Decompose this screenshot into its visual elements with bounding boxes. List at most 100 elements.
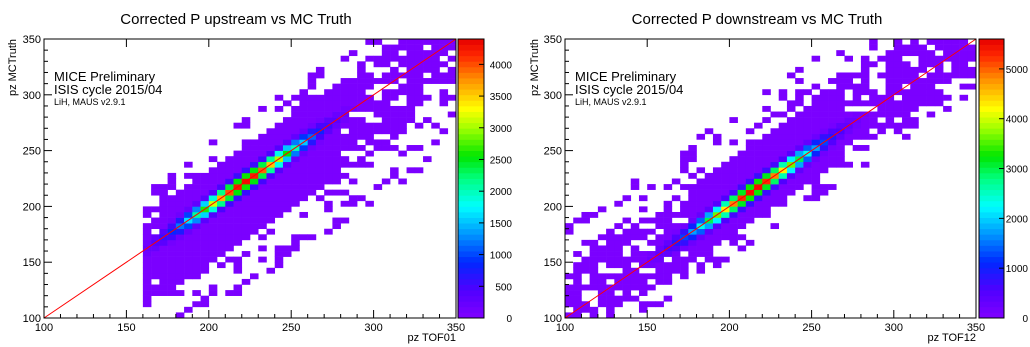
heatmap-cell bbox=[770, 195, 780, 202]
heatmap-cell bbox=[630, 178, 640, 185]
colorbar-segment bbox=[979, 278, 1004, 285]
heatmap-cell bbox=[167, 223, 177, 230]
heatmap-cell bbox=[786, 122, 796, 129]
heatmap-cell bbox=[573, 301, 582, 308]
heatmap-cell bbox=[431, 61, 440, 68]
colorbar-segment bbox=[979, 223, 1004, 230]
heatmap-cell bbox=[175, 195, 185, 202]
heatmap-cell bbox=[663, 184, 673, 190]
heatmap-cell bbox=[934, 72, 944, 79]
heatmap-cell bbox=[208, 139, 218, 146]
heatmap-cell bbox=[836, 105, 845, 112]
heatmap-cell bbox=[175, 251, 185, 257]
heatmap-cell bbox=[737, 156, 747, 163]
heatmap-cell bbox=[274, 172, 284, 179]
heatmap-cell bbox=[184, 245, 193, 252]
heatmap-cells bbox=[142, 39, 457, 319]
heatmap-cell bbox=[606, 290, 615, 296]
heatmap-cell bbox=[291, 105, 300, 112]
heatmap-cell bbox=[307, 105, 317, 112]
heatmap-cell bbox=[680, 239, 689, 246]
heatmap-cell bbox=[836, 150, 845, 157]
heatmap-cell bbox=[688, 239, 697, 246]
heatmap-cell bbox=[274, 161, 284, 168]
heatmap-cell bbox=[589, 239, 599, 246]
colorbar-segment bbox=[458, 167, 484, 174]
heatmap-cell bbox=[192, 290, 201, 296]
heatmap-cell bbox=[778, 178, 788, 185]
heatmap-cell bbox=[184, 161, 193, 168]
heatmap-cell bbox=[852, 133, 862, 140]
heatmap-cell bbox=[225, 206, 234, 213]
heatmap-cell bbox=[151, 206, 160, 213]
heatmap-cell bbox=[696, 206, 706, 213]
heatmap-cell bbox=[811, 161, 821, 168]
heatmap-cell bbox=[778, 172, 788, 179]
heatmap-cell bbox=[200, 184, 210, 190]
heatmap-cell bbox=[340, 200, 350, 207]
colorbar-segment bbox=[979, 295, 1004, 302]
heatmap-cell bbox=[696, 195, 706, 202]
colorbar-segment bbox=[979, 156, 1004, 163]
heatmap-cell bbox=[299, 178, 308, 185]
colorbar-segment bbox=[979, 44, 1004, 51]
heatmap-cell bbox=[885, 55, 895, 62]
heatmap-cell bbox=[745, 217, 755, 224]
heatmap-cell bbox=[704, 128, 714, 135]
heatmap-cell bbox=[398, 55, 407, 62]
heatmap-cell bbox=[258, 217, 267, 224]
heatmap-cell bbox=[299, 117, 308, 123]
heatmap-cell bbox=[406, 94, 416, 101]
heatmap-cell bbox=[902, 105, 911, 112]
heatmap-cell bbox=[340, 217, 350, 224]
heatmap-cell bbox=[291, 94, 300, 101]
heatmap-cell bbox=[332, 100, 341, 107]
heatmap-cell bbox=[324, 156, 333, 163]
heatmap-cell bbox=[819, 150, 829, 157]
heatmap-cell bbox=[836, 111, 845, 118]
heatmap-cell bbox=[893, 105, 903, 112]
heatmap-cell bbox=[200, 295, 210, 302]
heatmap-cell bbox=[365, 161, 374, 168]
heatmap-cell bbox=[365, 55, 374, 62]
heatmap-cell bbox=[622, 267, 632, 274]
heatmap-cell bbox=[680, 273, 689, 280]
heatmap-cell bbox=[737, 178, 747, 185]
heatmap-cell bbox=[398, 150, 407, 157]
heatmap-cell bbox=[282, 156, 292, 163]
heatmap-cell bbox=[918, 83, 927, 90]
heatmap-cell bbox=[258, 234, 267, 241]
heatmap-cell bbox=[332, 105, 341, 112]
heatmap-cell bbox=[606, 228, 615, 235]
colorbar-tick-label: 5000 bbox=[1006, 65, 1029, 76]
heatmap-cell bbox=[581, 256, 590, 263]
heatmap-cell bbox=[225, 256, 234, 263]
y-axis-label: pz MCTruth bbox=[7, 39, 19, 96]
heatmap-cell bbox=[241, 278, 251, 285]
heatmap-cell bbox=[274, 139, 284, 146]
heatmap-cell bbox=[926, 72, 936, 79]
heatmap-cell bbox=[597, 295, 607, 302]
heatmap-cell bbox=[680, 267, 689, 274]
heatmap-cell bbox=[348, 94, 358, 101]
colorbar-segment bbox=[979, 50, 1004, 57]
heatmap-cell bbox=[918, 44, 927, 51]
reference-diagonal bbox=[43, 38, 457, 319]
colorbar-segment bbox=[458, 306, 484, 313]
heatmap-cell bbox=[184, 223, 193, 230]
colorbar-tick-label: 1000 bbox=[1006, 264, 1029, 275]
heatmap-cell bbox=[282, 161, 292, 168]
heatmap-cell bbox=[192, 273, 201, 280]
heatmap-cell bbox=[860, 128, 870, 135]
heatmap-cell bbox=[208, 178, 218, 185]
heatmap-cell bbox=[241, 211, 251, 218]
heatmap-cell bbox=[241, 117, 251, 123]
heatmap-cell bbox=[811, 122, 821, 129]
heatmap-cell bbox=[175, 228, 185, 235]
heatmap-cell bbox=[373, 39, 383, 45]
colorbar-segment bbox=[979, 39, 1004, 45]
heatmap-cell bbox=[893, 44, 903, 51]
heatmap-cell bbox=[167, 234, 177, 241]
heatmap-cell bbox=[390, 122, 399, 129]
heatmap-cell bbox=[721, 217, 730, 224]
